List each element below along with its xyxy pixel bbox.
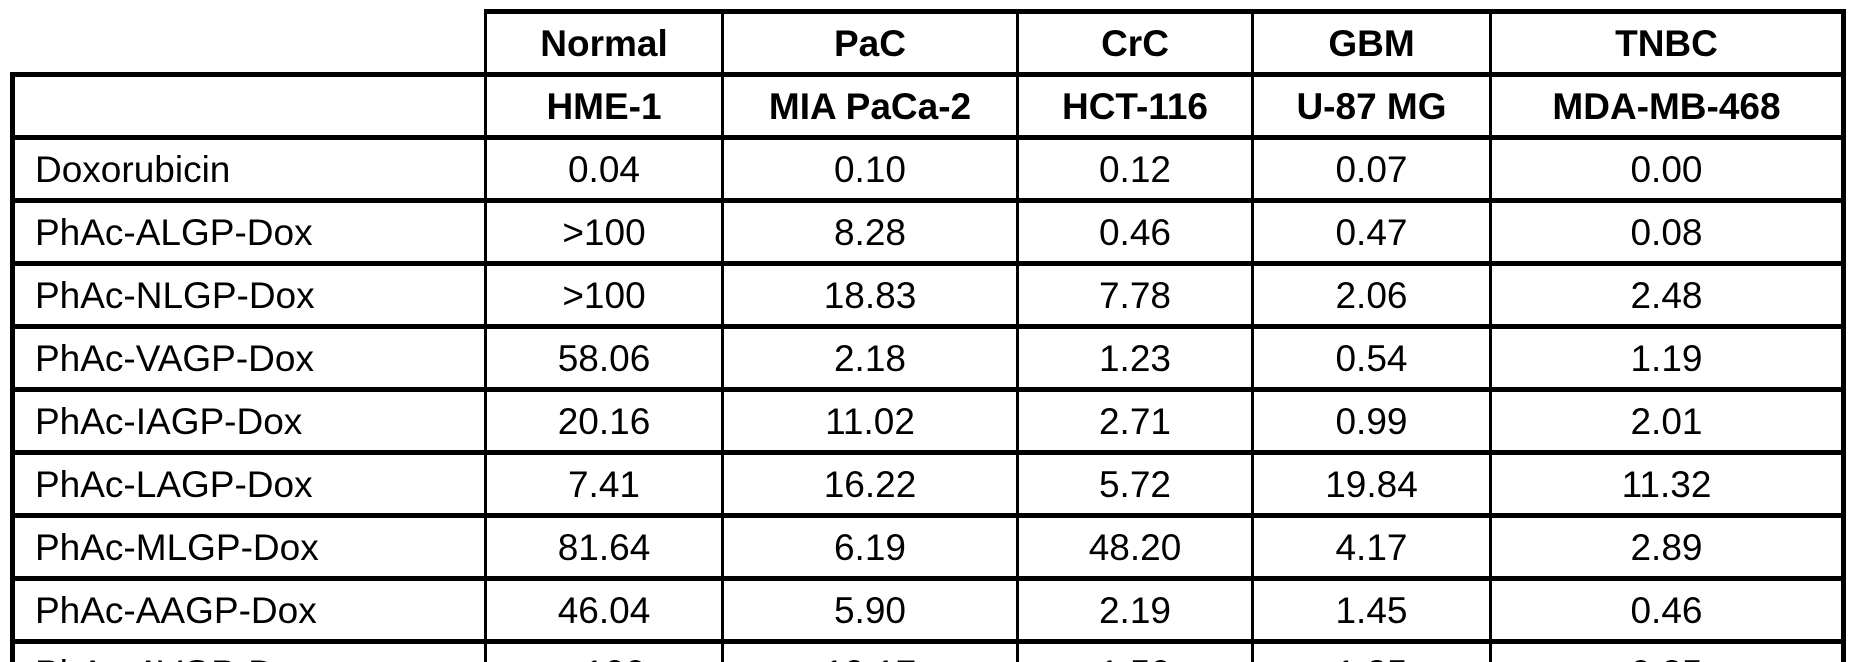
table-row-phac-nlgp-dox: PhAc-NLGP-Dox >100 18.83 7.78 2.06 2.48 [11, 261, 1845, 329]
ic50-value-cell: 0.46 [1016, 198, 1254, 266]
ic50-value-cell: 2.18 [721, 324, 1019, 392]
col-header-gbm: GBM [1251, 9, 1492, 77]
ic50-value-cell: 1.45 [1251, 576, 1492, 644]
ic50-value-cell: 1.23 [1016, 324, 1254, 392]
table-row-phac-mlgp-dox: PhAc-MLGP-Dox 81.64 6.19 48.20 4.17 2.89 [11, 513, 1845, 581]
col-header-mda-mb-468: MDA-MB-468 [1489, 72, 1845, 140]
table-row-phac-vagp-dox: PhAc-VAGP-Dox 58.06 2.18 1.23 0.54 1.19 [11, 324, 1845, 392]
ic50-value-cell: 48.20 [1016, 513, 1254, 581]
ic50-value-cell: 1.19 [1489, 324, 1845, 392]
ic50-value-cell: 18.83 [721, 261, 1019, 329]
compound-label: PhAc-ALGP-Dox [11, 198, 487, 266]
col-header-u-87-mg: U-87 MG [1251, 72, 1492, 140]
cell-line-header-row: HME-1 MIA PaCa-2 HCT-116 U-87 MG MDA-MB-… [11, 72, 1845, 140]
ic50-value-cell: 7.41 [484, 450, 724, 518]
col-header-pac: PaC [721, 9, 1019, 77]
ic50-value-cell: 8.28 [721, 198, 1019, 266]
ic50-value-cell: 4.17 [1251, 513, 1492, 581]
col-header-mia-paca-2: MIA PaCa-2 [721, 72, 1019, 140]
ic50-value-cell: 0.47 [1251, 198, 1492, 266]
table-row-phac-iagp-dox: PhAc-IAGP-Dox 20.16 11.02 2.71 0.99 2.01 [11, 387, 1845, 455]
ic50-value-cell: 81.64 [484, 513, 724, 581]
ic50-value-cell: 1.25 [1251, 639, 1492, 662]
table-row-phac-algp-dox: PhAc-ALGP-Dox >100 8.28 0.46 0.47 0.08 [11, 198, 1845, 266]
ic50-value-cell: 2.01 [1489, 387, 1845, 455]
corner-blank-cell [12, 11, 487, 77]
ic50-value-cell: 46.04 [484, 576, 724, 644]
ic50-value-cell: 0.04 [484, 135, 724, 203]
ic50-value-cell: 16.22 [721, 450, 1019, 518]
ic50-value-cell: 7.78 [1016, 261, 1254, 329]
compound-label: PhAc-AAGP-Dox [11, 576, 487, 644]
table-row-phac-lagp-dox: PhAc-LAGP-Dox 7.41 16.22 5.72 19.84 11.3… [11, 450, 1845, 518]
ic50-value-cell: 19.17 [721, 639, 1019, 662]
compound-label: Doxorubicin [11, 135, 487, 203]
compound-label: PhAc-IAGP-Dox [11, 387, 487, 455]
ic50-value-cell: 11.32 [1489, 450, 1845, 518]
ic50-value-cell: 0.00 [1489, 135, 1845, 203]
ic50-value-cell: 6.19 [721, 513, 1019, 581]
ic50-value-cell: >100 [484, 639, 724, 662]
paper-table-page: Normal PaC CrC GBM TNBC HME-1 MIA PaCa-2… [0, 9, 1854, 662]
ic50-value-cell: 5.90 [721, 576, 1019, 644]
ic50-value-cell: 19.84 [1251, 450, 1492, 518]
ic50-value-cell: 0.10 [721, 135, 1019, 203]
row-header-blank-cell [11, 72, 487, 140]
table-row-phac-aagp-dox: PhAc-AAGP-Dox 46.04 5.90 2.19 1.45 0.46 [11, 576, 1845, 644]
col-header-normal: Normal [484, 9, 724, 77]
ic50-value-cell: 2.71 [1016, 387, 1254, 455]
ic50-value-cell: 2.06 [1251, 261, 1492, 329]
col-header-tnbc: TNBC [1489, 9, 1845, 77]
ic50-value-cell: 0.12 [1016, 135, 1254, 203]
ic50-value-cell: 2.19 [1016, 576, 1254, 644]
ic50-value-cell: 0.08 [1489, 198, 1845, 266]
compound-label: PhAc-LAGP-Dox [11, 450, 487, 518]
col-header-hct-116: HCT-116 [1016, 72, 1254, 140]
ic50-value-cell: >100 [484, 198, 724, 266]
ic50-value-cell: >100 [484, 261, 724, 329]
table-row-phac-avgp-dox: PhAc-AVGP-Dox >100 19.17 1.50 1.25 0.25 [11, 639, 1845, 662]
table-row-doxorubicin: Doxorubicin 0.04 0.10 0.12 0.07 0.00 [11, 135, 1845, 203]
col-header-hme-1: HME-1 [484, 72, 724, 140]
ic50-value-cell: 1.50 [1016, 639, 1254, 662]
tumor-type-header-row: Normal PaC CrC GBM TNBC [12, 9, 1845, 77]
compound-label: PhAc-MLGP-Dox [11, 513, 487, 581]
ic50-value-cell: 5.72 [1016, 450, 1254, 518]
ic50-value-cell: 11.02 [721, 387, 1019, 455]
ic50-value-cell: 0.54 [1251, 324, 1492, 392]
ic50-value-cell: 0.46 [1489, 576, 1845, 644]
ic50-value-cell: 2.48 [1489, 261, 1845, 329]
compound-label: PhAc-AVGP-Dox [11, 639, 487, 662]
ic50-cytotoxicity-table: Normal PaC CrC GBM TNBC HME-1 MIA PaCa-2… [10, 9, 1846, 662]
compound-label: PhAc-NLGP-Dox [11, 261, 487, 329]
ic50-value-cell: 0.07 [1251, 135, 1492, 203]
ic50-value-cell: 2.89 [1489, 513, 1845, 581]
ic50-value-cell: 58.06 [484, 324, 724, 392]
compound-label: PhAc-VAGP-Dox [11, 324, 487, 392]
ic50-value-cell: 0.25 [1489, 639, 1845, 662]
col-header-crc: CrC [1016, 9, 1254, 77]
ic50-value-cell: 0.99 [1251, 387, 1492, 455]
ic50-value-cell: 20.16 [484, 387, 724, 455]
